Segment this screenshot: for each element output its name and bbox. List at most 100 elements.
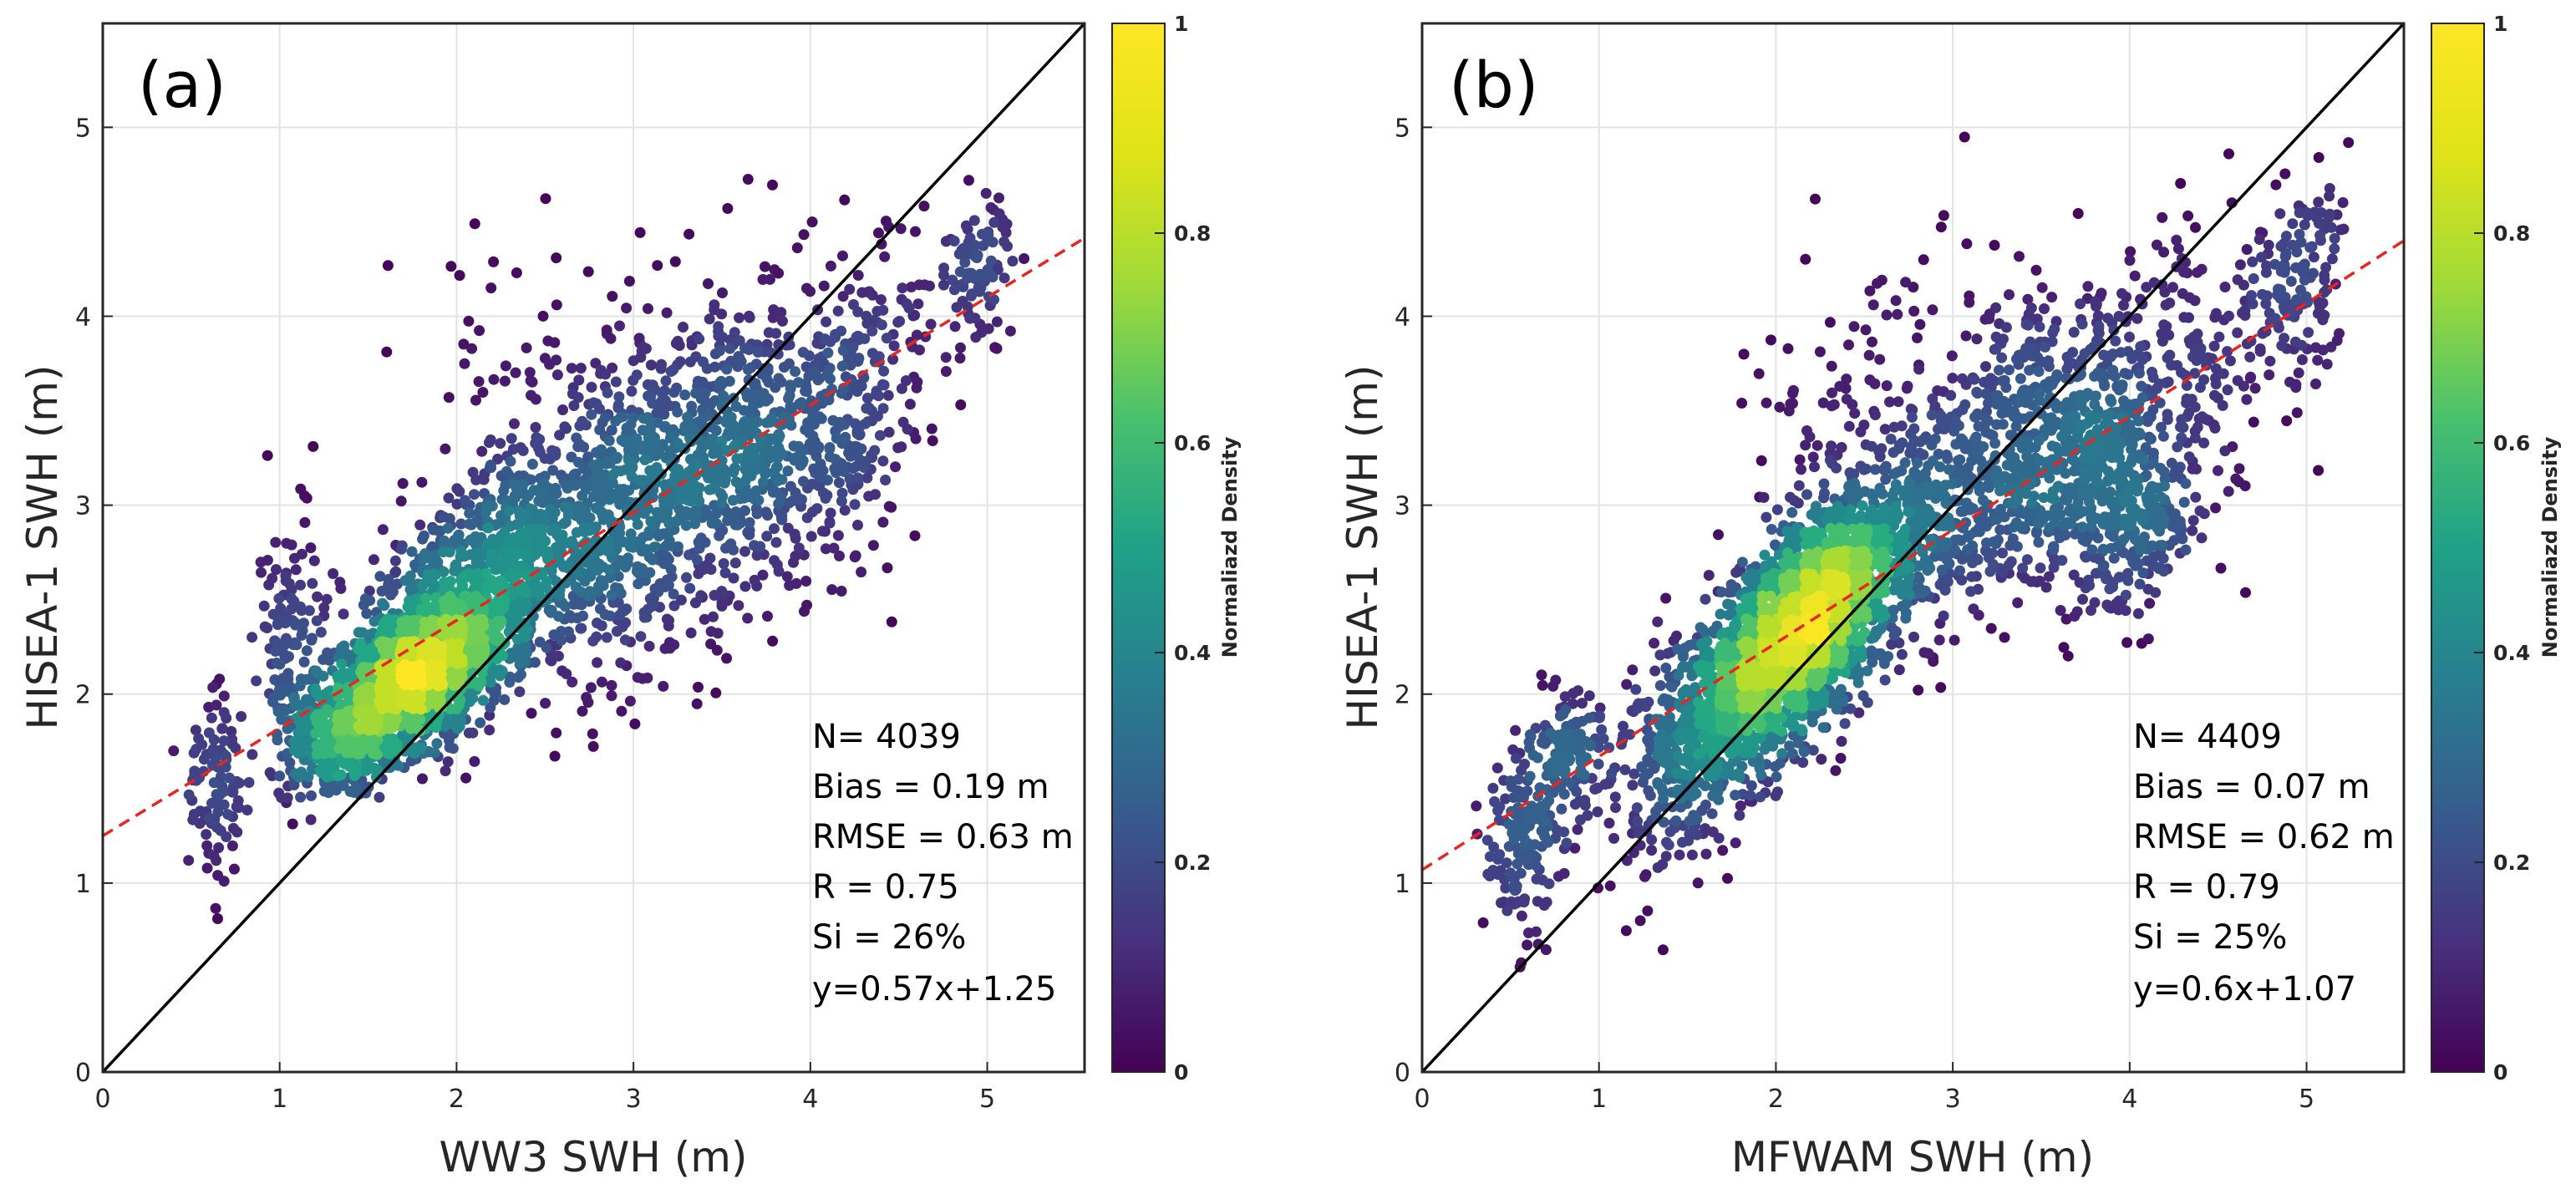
scatter-point [389, 555, 401, 566]
scatter-point [927, 435, 938, 446]
scatter-point [599, 609, 611, 620]
scatter-point [1900, 277, 1912, 288]
scatter-point [336, 724, 348, 736]
x-tick-label: 4 [802, 1085, 818, 1114]
scatter-point [1849, 408, 1861, 419]
scatter-point [201, 862, 213, 874]
scatter-point [312, 668, 323, 679]
scatter-point [681, 572, 692, 583]
scatter-point [204, 812, 216, 824]
scatter-point [924, 280, 935, 292]
scatter-point [800, 576, 812, 587]
scatter-point [886, 501, 897, 513]
scatter-point [381, 346, 393, 358]
scatter-point [526, 474, 536, 485]
scatter-point [1761, 397, 1772, 409]
scatter-point [2148, 551, 2159, 562]
scatter-point [564, 610, 576, 622]
scatter-point [863, 286, 875, 297]
y-tick-label: 0 [75, 1059, 91, 1088]
scatter-point [536, 529, 547, 541]
scatter-point [832, 530, 844, 541]
scatter-point [275, 602, 287, 614]
scatter-point [1668, 635, 1679, 647]
scatter-point [586, 409, 597, 420]
scatter-point [845, 359, 856, 371]
scatter-point [1807, 744, 1819, 756]
scatter-point [1495, 865, 1506, 876]
scatter-point [268, 692, 280, 704]
scatter-point [836, 487, 848, 499]
scatter-point [2321, 284, 2333, 296]
scatter-point [526, 389, 536, 401]
scatter-point [1947, 373, 1959, 384]
scatter-point [1657, 944, 1669, 956]
scatter-point [371, 749, 383, 760]
scatter-point [363, 713, 374, 724]
scatter-point [870, 489, 882, 500]
scatter-point [464, 696, 475, 708]
scatter-point [361, 607, 373, 619]
scatter-point [625, 528, 637, 540]
scatter-point [572, 392, 584, 404]
scatter-point [2213, 465, 2223, 476]
scatter-point [335, 582, 347, 594]
scatter-point [1890, 295, 1902, 307]
scatter-point [2083, 574, 2094, 586]
scatter-point [292, 699, 304, 711]
scatter-point [2110, 335, 2121, 347]
scatter-point [718, 390, 729, 402]
scatter-point [276, 792, 287, 804]
scatter-point [2142, 583, 2154, 595]
scatter-point [742, 174, 754, 185]
scatter-point [2067, 347, 2079, 358]
scatter-point [2209, 422, 2221, 434]
scatter-point [1537, 874, 1548, 886]
scatter-point [686, 400, 698, 412]
scatter-point [800, 424, 811, 435]
scatter-point [273, 592, 285, 604]
scatter-point [592, 559, 603, 570]
scatter-point [975, 282, 987, 293]
scatter-point [1826, 360, 1837, 372]
scatter-point [660, 558, 672, 570]
scatter-point [321, 593, 333, 605]
scatter-point [721, 506, 733, 518]
scatter-point [307, 577, 318, 589]
scatter-point [567, 676, 578, 688]
scatter-point [612, 597, 624, 608]
scatter-point [606, 690, 617, 702]
scatter-point [1753, 368, 1765, 379]
scatter-point [506, 537, 517, 548]
x-axis-label: WW3 SWH (m) [439, 1133, 748, 1181]
scatter-point [897, 416, 909, 428]
scatter-point [703, 278, 714, 289]
scatter-point [765, 449, 777, 460]
scatter-point [795, 397, 807, 409]
scatter-point [561, 668, 572, 679]
scatter-point [2124, 255, 2136, 267]
scatter-point [2151, 239, 2162, 251]
scatter-point [414, 714, 426, 725]
scatter-point [2324, 183, 2335, 194]
scatter-point [969, 312, 981, 324]
scatter-point [465, 621, 476, 633]
scatter-point [1826, 400, 1837, 412]
scatter-point [619, 634, 631, 646]
scatter-point [218, 735, 230, 747]
scatter-point [767, 179, 778, 191]
scatter-point [2158, 319, 2170, 331]
scatter-point [635, 631, 647, 643]
scatter-point [760, 261, 770, 272]
scatter-point [323, 654, 335, 666]
scatter-point [643, 640, 655, 652]
scatter-point [270, 536, 282, 548]
scatter-point [274, 658, 286, 670]
colorbar-tick-label: 0.6 [1174, 431, 1211, 455]
scatter-point [810, 366, 821, 378]
scatter-point [1968, 603, 1979, 615]
scatter-point [444, 513, 455, 525]
scatter-point [2190, 491, 2202, 503]
scatter-point [998, 236, 1010, 247]
scatter-point [491, 598, 503, 609]
